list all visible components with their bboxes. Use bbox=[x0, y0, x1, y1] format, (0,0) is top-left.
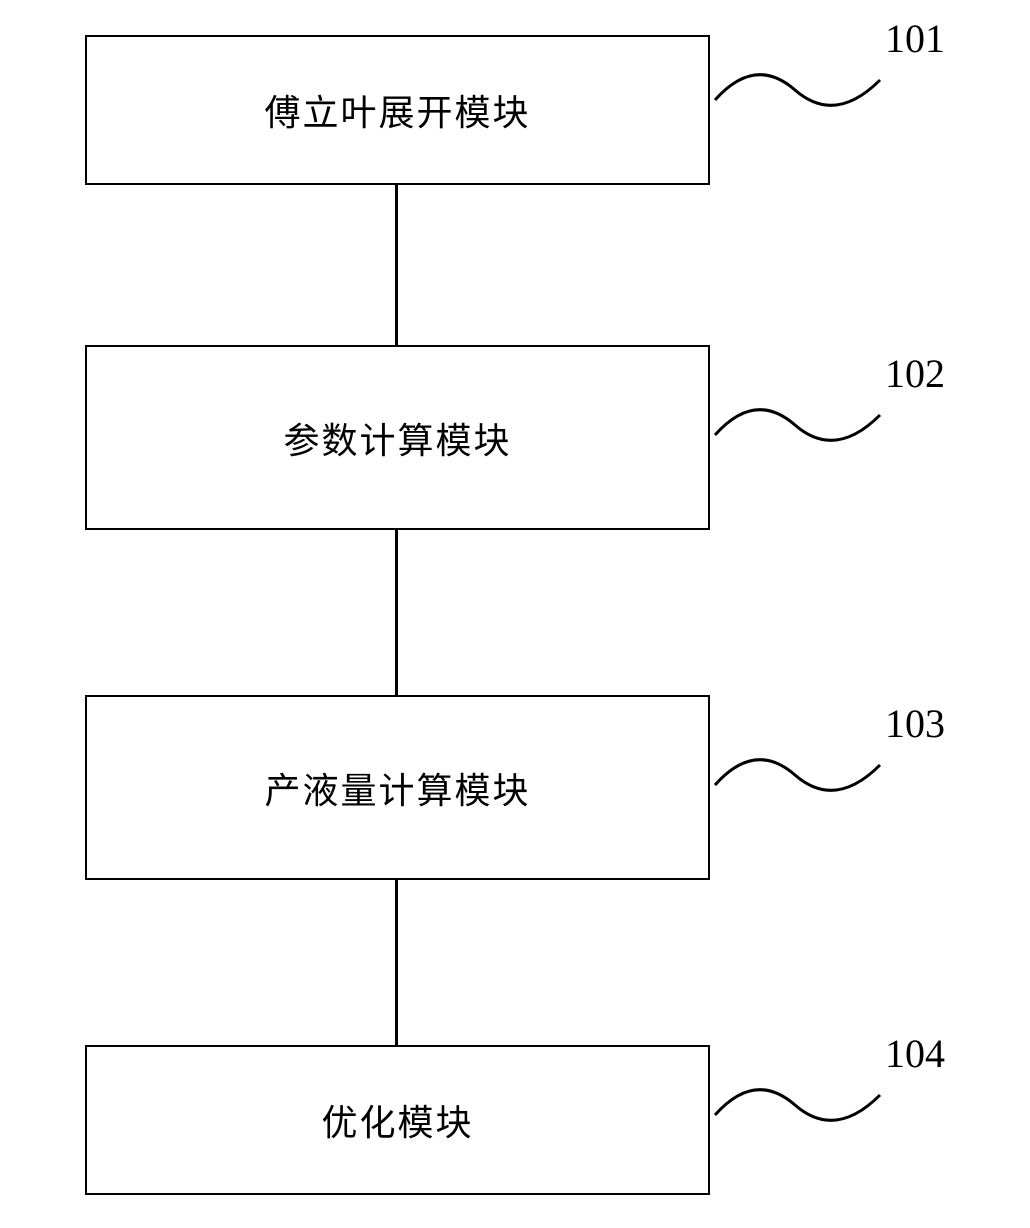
flowchart-node: 优化模块 bbox=[85, 1045, 710, 1195]
tilde-connector-icon bbox=[710, 1075, 885, 1135]
node-number-label: 104 bbox=[885, 1030, 945, 1077]
flowchart-node: 产液量计算模块 bbox=[85, 695, 710, 880]
node-label: 产液量计算模块 bbox=[264, 762, 530, 814]
flowchart-node: 参数计算模块 bbox=[85, 345, 710, 530]
flowchart-connector bbox=[395, 185, 398, 345]
node-number-label: 102 bbox=[885, 350, 945, 397]
node-label: 优化模块 bbox=[321, 1094, 473, 1146]
node-number-label: 101 bbox=[885, 15, 945, 62]
tilde-connector-icon bbox=[710, 745, 885, 805]
node-label: 参数计算模块 bbox=[283, 412, 511, 464]
node-number-label: 103 bbox=[885, 700, 945, 747]
tilde-connector-icon bbox=[710, 60, 885, 120]
tilde-connector-icon bbox=[710, 395, 885, 455]
flowchart-node: 傅立叶展开模块 bbox=[85, 35, 710, 185]
flowchart-connector bbox=[395, 880, 398, 1045]
flowchart-connector bbox=[395, 530, 398, 695]
node-label: 傅立叶展开模块 bbox=[264, 84, 530, 136]
